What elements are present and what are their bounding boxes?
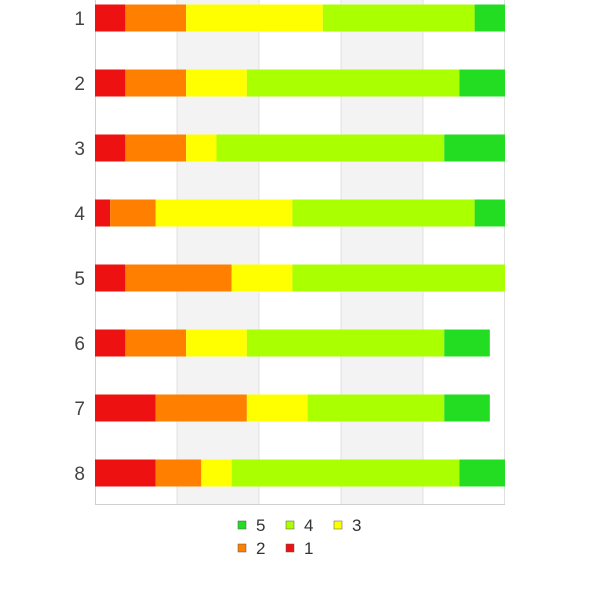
legend-label-3: 3 [352, 516, 361, 535]
bar-segment-cat6-series4 [246, 329, 445, 357]
bar-segment-cat1-series3 [186, 4, 323, 32]
bar-segment-cat4-series2 [110, 199, 156, 227]
bar-segment-cat5-series1 [95, 264, 126, 292]
bar-segment-cat8-series4 [231, 459, 460, 487]
bar-segment-cat7-series1 [95, 394, 156, 422]
bar-segment-cat7-series5 [444, 394, 490, 422]
category-label: 5 [74, 269, 85, 290]
category-label: 7 [74, 399, 85, 420]
bar-segment-cat1-series4 [322, 4, 475, 32]
category-label: 4 [74, 204, 85, 225]
legend-label-4: 4 [304, 516, 313, 535]
bar-segment-cat1-series5 [474, 4, 505, 32]
bar-segment-cat3-series1 [95, 134, 126, 162]
bar-segment-cat2-series3 [186, 69, 247, 97]
bar-segment-cat5-series4 [292, 264, 505, 292]
bar-segment-cat2-series2 [125, 69, 187, 97]
category-label: 6 [74, 334, 85, 355]
legend-swatch-1 [285, 543, 295, 553]
bar-segment-cat6-series1 [95, 329, 126, 357]
bar-segment-cat7-series2 [155, 394, 247, 422]
category-label: 3 [74, 139, 85, 160]
bar-segment-cat2-series1 [95, 69, 126, 97]
bar-segment-cat8-series3 [201, 459, 232, 487]
legend-label-2: 2 [256, 539, 265, 558]
bar-segment-cat4-series4 [292, 199, 475, 227]
bar-segment-cat4-series5 [474, 199, 505, 227]
legend-label-5: 5 [256, 516, 265, 535]
bar-segment-cat2-series4 [246, 69, 460, 97]
bar-segment-cat1-series2 [125, 4, 187, 32]
category-label: 1 [74, 9, 85, 30]
bar-segment-cat3-series3 [186, 134, 217, 162]
bar-segment-cat8-series5 [459, 459, 505, 487]
bar-segment-cat5-series2 [125, 264, 232, 292]
legend-swatch-3 [333, 520, 343, 530]
bar-segment-cat1-series1 [95, 4, 126, 32]
bar-segment-cat5-series3 [231, 264, 293, 292]
legend: 5 4 3 2 1 [237, 516, 361, 558]
bar-segment-cat3-series5 [444, 134, 505, 162]
bar-segment-cat8-series1 [95, 459, 156, 487]
bar-segment-cat7-series4 [307, 394, 445, 422]
bar-segment-cat2-series5 [459, 69, 505, 97]
bar-segment-cat4-series1 [95, 199, 111, 227]
bar-segment-cat4-series3 [155, 199, 293, 227]
legend-swatch-5 [237, 520, 247, 530]
bar-segment-cat7-series3 [246, 394, 308, 422]
bar-segment-cat3-series4 [216, 134, 445, 162]
legend-label-1: 1 [304, 539, 313, 558]
legend-swatch-4 [285, 520, 295, 530]
bar-segment-cat6-series5 [444, 329, 490, 357]
bar-segment-cat6-series2 [125, 329, 187, 357]
bar-segment-cat3-series2 [125, 134, 187, 162]
legend-swatch-2 [237, 543, 247, 553]
category-label: 2 [74, 74, 85, 95]
bars [95, 4, 505, 487]
category-label: 8 [74, 464, 85, 485]
bar-segment-cat6-series3 [186, 329, 247, 357]
bar-segment-cat8-series2 [155, 459, 202, 487]
category-labels: 1 2 3 4 5 6 7 8 [74, 9, 85, 485]
